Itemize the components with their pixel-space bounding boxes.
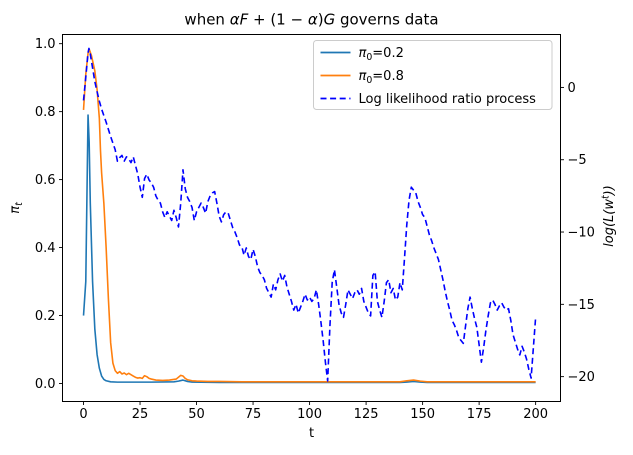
legend-label: π0=0.2 — [359, 46, 404, 63]
y-right-tick-label: −15 — [568, 298, 595, 313]
legend-label: π0=0.8 — [359, 69, 404, 86]
plot-border — [62, 34, 561, 402]
y-left-tick-label: 0.4 — [35, 241, 56, 256]
y-left-tick-label: 0.2 — [35, 309, 56, 324]
legend-item: Log likelihood ratio process — [320, 92, 537, 107]
y-axis-label-left: πt — [8, 202, 25, 214]
legend-box — [313, 40, 553, 110]
series-log-likelihood-ratio-curve — [82, 47, 537, 382]
legend-item: π0=0.8 — [320, 69, 404, 86]
x-tick-label: 25 — [132, 407, 149, 422]
y-right-tick-label: 0 — [568, 81, 576, 96]
x-tick-label: 175 — [467, 407, 492, 422]
x-tick-label: 100 — [297, 407, 322, 422]
y-left-tick-label: 0.8 — [35, 105, 56, 120]
legend-item: π0=0.2 — [320, 46, 404, 63]
x-tick-label: 200 — [523, 407, 548, 422]
x-axis-label: t — [309, 426, 314, 441]
x-tick-label: 150 — [410, 407, 435, 422]
y-right-tick-label: −5 — [568, 153, 587, 168]
series-pi0-0.8-curve — [82, 48, 536, 383]
chart-title: when αF + (1 − α)G governs data — [184, 11, 438, 29]
x-tick-label: 125 — [354, 407, 379, 422]
y-axis-label-right: log(L(wt)) — [601, 185, 618, 247]
y-right-tick-label: −20 — [568, 370, 595, 385]
x-tick-label: 50 — [188, 407, 205, 422]
y-left-tick-label: 0.0 — [35, 377, 56, 392]
x-tick-label: 75 — [245, 407, 262, 422]
legend-label: Log likelihood ratio process — [359, 92, 537, 107]
x-tick-label: 0 — [79, 407, 87, 422]
y-left-tick-label: 0.6 — [35, 173, 56, 188]
series-group — [82, 47, 537, 384]
legend: π0=0.2 π0=0.8 Log likelihood ratio process — [313, 40, 553, 110]
y-left-tick-label: 1.0 — [35, 37, 56, 52]
series-pi0-0.2-curve — [82, 114, 536, 384]
y-right-tick-label: −10 — [568, 226, 595, 241]
